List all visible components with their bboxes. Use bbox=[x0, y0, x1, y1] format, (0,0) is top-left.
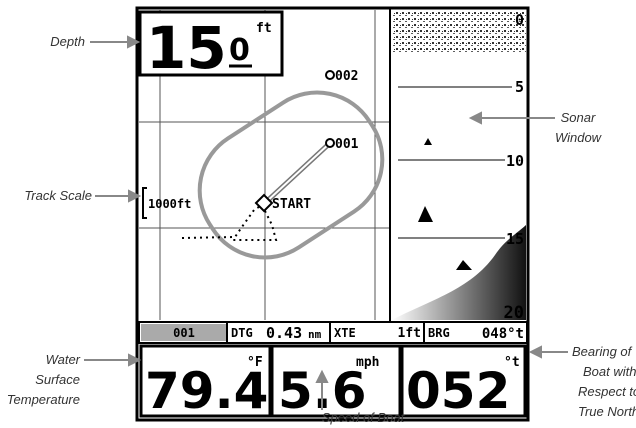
track-scale: 1000ft bbox=[148, 197, 191, 211]
route bbox=[197, 90, 385, 260]
depth-value: 15 bbox=[146, 14, 227, 82]
readouts: 79.4 °F 5.6 mph 052 °t bbox=[139, 344, 527, 420]
callout: Depth bbox=[50, 34, 85, 49]
callout: Surface bbox=[35, 372, 80, 387]
callout: Sonar bbox=[561, 110, 596, 125]
sonar-depth: 15 bbox=[506, 230, 524, 248]
callout: Respect to bbox=[578, 384, 636, 399]
status-label: BRG bbox=[428, 326, 450, 340]
depth-tenth: 0 bbox=[229, 33, 250, 68]
sonar-depth: 20 bbox=[504, 303, 524, 323]
status-label: DTG bbox=[231, 326, 253, 340]
callout: Temperature bbox=[7, 392, 80, 407]
callout: Bearing of bbox=[572, 344, 633, 359]
sonar-depth: 0 bbox=[515, 11, 524, 29]
temp-unit: °F bbox=[247, 355, 263, 370]
depth-box bbox=[138, 10, 284, 77]
arrows bbox=[84, 35, 568, 410]
bearing-unit: °t bbox=[504, 355, 520, 370]
trail bbox=[181, 203, 278, 241]
status-value: 1ft bbox=[398, 326, 421, 341]
sonar-depth: 10 bbox=[506, 152, 524, 170]
callout: Window bbox=[555, 130, 603, 145]
callout: Boat with bbox=[583, 364, 636, 379]
callout: True North bbox=[578, 404, 636, 419]
callout: Speed of Boat bbox=[322, 410, 406, 425]
sonar-depth: 5 bbox=[515, 78, 524, 96]
waypoint-label: 001 bbox=[335, 137, 359, 152]
sonar-window: 0 5 10 15 20 bbox=[389, 8, 526, 323]
screen: 002 001 START 1000ft 15 0 ft 0 5 10 15 2… bbox=[135, 6, 530, 422]
speed-unit: mph bbox=[356, 355, 379, 370]
scale-bracket bbox=[142, 187, 147, 219]
callout: Water bbox=[46, 352, 81, 367]
status-bar: 001 DTG 0.43 nm XTE 1ft BRG 048°t bbox=[138, 321, 528, 344]
waypoint-label: START bbox=[272, 197, 311, 212]
bearing-value: 052 bbox=[406, 362, 510, 420]
status-value: 0.43 bbox=[266, 324, 302, 342]
depth-unit: ft bbox=[256, 21, 272, 36]
callout: Track Scale bbox=[24, 188, 92, 203]
status-waypoint: 001 bbox=[173, 326, 195, 340]
waypoint-icon bbox=[325, 138, 335, 148]
waypoint-label: 002 bbox=[335, 69, 358, 84]
boat-icon bbox=[254, 193, 274, 213]
status-value: 048°t bbox=[482, 326, 524, 342]
waypoint-icon bbox=[325, 70, 335, 80]
status-unit: nm bbox=[308, 328, 322, 341]
temp-value: 79.4 bbox=[145, 362, 268, 420]
status-label: XTE bbox=[334, 326, 356, 340]
